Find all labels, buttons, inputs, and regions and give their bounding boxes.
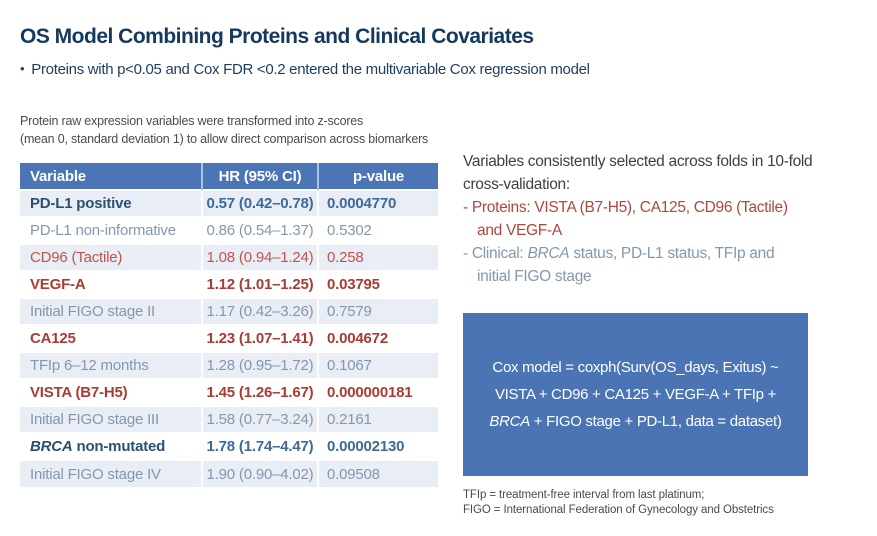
table-row: PD-L1 positive 0.57 (0.42–0.78) 0.000477…: [20, 189, 438, 217]
variable-cell: CA125: [20, 324, 202, 352]
pvalue-cell: 0.1067: [317, 351, 438, 379]
table-row: CD96 (Tactile) 1.08 (0.94–1.24) 0.258: [20, 243, 438, 271]
formula-line3: BRCA + FIGO stage + PD-L1, data = datase…: [463, 408, 808, 435]
crossval-proteins-line2: and VEGF-A: [477, 222, 562, 239]
variable-cell: VEGF-A: [20, 270, 202, 298]
crossval-heading-line2: cross-validation:: [463, 176, 570, 193]
footnote-line2: FIGO = International Federation of Gynec…: [463, 504, 774, 516]
hr-cell: 1.28 (0.95–1.72): [201, 351, 318, 379]
variable-cell: VISTA (B7-H5): [20, 378, 202, 406]
pvalue-cell: 0.0004770: [317, 189, 438, 217]
table-row: Initial FIGO stage III 1.58 (0.77–3.24) …: [20, 405, 438, 433]
hr-cell: 1.58 (0.77–3.24): [201, 405, 318, 433]
pvalue-cell: 0.09508: [317, 459, 438, 487]
crossval-clinical-line1: - Clinical: BRCA status, PD-L1 status, T…: [463, 242, 868, 265]
variable-cell: PD-L1 positive: [20, 189, 202, 217]
variable-cell: Initial FIGO stage II: [20, 297, 202, 325]
variable-cell: CD96 (Tactile): [20, 243, 202, 271]
pvalue-cell: 0.258: [317, 243, 438, 271]
gene-name-italic: BRCA: [527, 245, 570, 262]
gene-name-italic: BRCA: [489, 413, 530, 430]
zscore-note: Protein raw expression variables were tr…: [20, 112, 428, 148]
formula-line1: Cox model = coxph(Surv(OS_days, Exitus) …: [492, 359, 779, 376]
table-row: BRCA non-mutated 1.78 (1.74–4.47) 0.0000…: [20, 432, 438, 460]
variable-cell: PD-L1 non-informative: [20, 216, 202, 244]
clinical-suffix: status, PD-L1 status, TFIp and: [569, 245, 775, 262]
formula-line3-suffix: + FIGO stage + PD-L1, data = dataset): [529, 413, 782, 430]
table-row: VEGF-A 1.12 (1.01–1.25) 0.03795: [20, 270, 438, 298]
hr-cell: 0.57 (0.42–0.78): [201, 189, 318, 217]
formula-line2: VISTA + CD96 + CA125 + VEGF-A + TFIp +: [494, 386, 777, 403]
variable-cell: BRCA non-mutated: [20, 432, 202, 460]
pvalue-cell: 0.2161: [317, 405, 438, 433]
key-point-text: Proteins with p<0.05 and Cox FDR <0.2 en…: [31, 61, 590, 78]
crossval-summary: Variables consistently selected across f…: [463, 150, 868, 288]
hr-cell: 1.17 (0.42–3.26): [201, 297, 318, 325]
hr-cell: 1.78 (1.74–4.47): [201, 432, 318, 460]
table-row: CA125 1.23 (1.07–1.41) 0.004672: [20, 324, 438, 352]
crossval-proteins-line1: - Proteins: VISTA (B7-H5), CA125, CD96 (…: [463, 199, 788, 216]
crossval-clinical-line2: initial FIGO stage: [477, 268, 592, 285]
table-row: Initial FIGO stage II 1.17 (0.42–3.26) 0…: [20, 297, 438, 325]
variable-suffix: non-mutated: [72, 438, 166, 455]
cox-model-formula-box: Cox model = coxph(Surv(OS_days, Exitus) …: [463, 313, 808, 476]
crossval-heading-line1: Variables consistently selected across f…: [463, 153, 813, 170]
hazard-ratio-table: Variable HR (95% CI) p-value PD-L1 posit…: [20, 163, 438, 487]
table-row: PD-L1 non-informative 0.86 (0.54–1.37) 0…: [20, 216, 438, 244]
hr-cell: 1.23 (1.07–1.41): [201, 324, 318, 352]
column-header-variable: Variable: [20, 163, 202, 190]
table-header-row: Variable HR (95% CI) p-value: [20, 163, 438, 190]
footnote-line1: TFIp = treatment-free interval from last…: [463, 489, 705, 501]
clinical-prefix: - Clinical:: [463, 245, 528, 262]
hr-cell: 1.45 (1.26–1.67): [201, 378, 318, 406]
pvalue-cell: 0.00002130: [317, 432, 438, 460]
zscore-note-line2: (mean 0, standard deviation 1) to allow …: [20, 132, 429, 146]
hr-cell: 1.08 (0.94–1.24): [201, 243, 318, 271]
pvalue-cell: 0.7579: [317, 297, 438, 325]
pvalue-cell: 0.000000181: [317, 378, 438, 406]
hr-cell: 1.12 (1.01–1.25): [201, 270, 318, 298]
pvalue-cell: 0.004672: [317, 324, 438, 352]
abbreviation-footnote: TFIp = treatment-free interval from last…: [463, 488, 774, 518]
bullet-dot-icon: •: [20, 61, 25, 76]
table-row: VISTA (B7-H5) 1.45 (1.26–1.67) 0.0000001…: [20, 378, 438, 406]
variable-cell: Initial FIGO stage IV: [20, 459, 202, 487]
variable-cell: Initial FIGO stage III: [20, 405, 202, 433]
slide-title: OS Model Combining Proteins and Clinical…: [20, 25, 534, 48]
column-header-hr: HR (95% CI): [201, 163, 318, 190]
column-header-pvalue: p-value: [317, 163, 438, 190]
table-row: Initial FIGO stage IV 1.90 (0.90–4.02) 0…: [20, 459, 438, 487]
table-row: TFIp 6–12 months 1.28 (0.95–1.72) 0.1067: [20, 351, 438, 379]
hr-cell: 1.90 (0.90–4.02): [201, 459, 318, 487]
pvalue-cell: 0.03795: [317, 270, 438, 298]
variable-cell: TFIp 6–12 months: [20, 351, 202, 379]
zscore-note-line1: Protein raw expression variables were tr…: [20, 114, 364, 128]
key-point-bullet: • Proteins with p<0.05 and Cox FDR <0.2 e…: [20, 61, 590, 78]
hr-cell: 0.86 (0.54–1.37): [201, 216, 318, 244]
gene-name-italic: BRCA: [30, 438, 73, 455]
pvalue-cell: 0.5302: [317, 216, 438, 244]
